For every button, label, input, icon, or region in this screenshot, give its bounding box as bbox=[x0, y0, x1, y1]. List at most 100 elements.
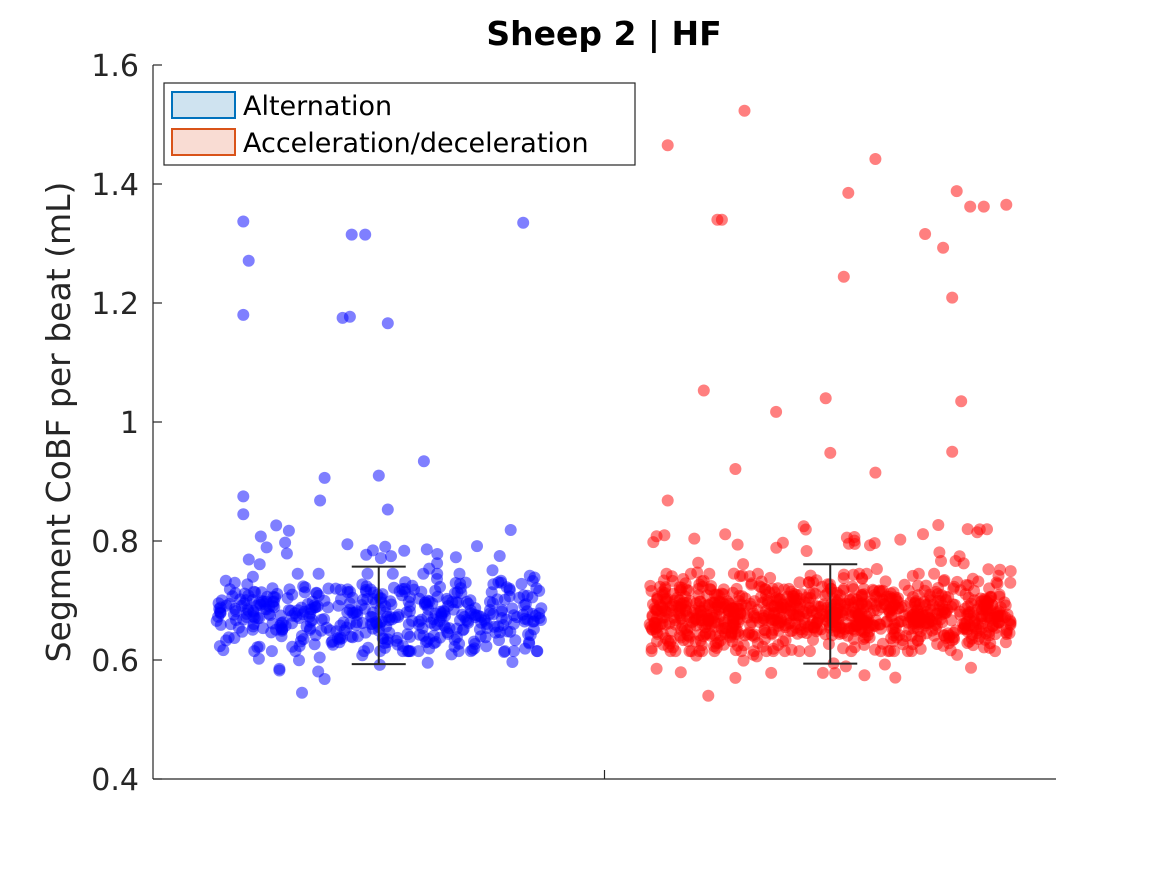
data-point bbox=[803, 645, 816, 658]
data-point bbox=[293, 640, 306, 652]
data-point bbox=[361, 567, 374, 580]
legend: Alternation Acceleration/deceleration bbox=[163, 82, 636, 166]
legend-box bbox=[163, 82, 636, 166]
data-point bbox=[914, 625, 927, 638]
data-point bbox=[495, 576, 508, 589]
data-point bbox=[793, 576, 806, 589]
data-point bbox=[718, 615, 731, 628]
data-point bbox=[965, 661, 977, 674]
data-point bbox=[381, 317, 394, 330]
data-point bbox=[313, 651, 326, 664]
data-point bbox=[761, 594, 774, 607]
data-point bbox=[283, 583, 296, 596]
data-point bbox=[837, 642, 850, 655]
data-point bbox=[486, 597, 499, 610]
data-point bbox=[715, 213, 728, 226]
data-point bbox=[511, 611, 523, 624]
data-points bbox=[210, 104, 1017, 702]
data-point bbox=[771, 582, 784, 595]
data-point bbox=[774, 612, 787, 625]
data-point bbox=[994, 609, 1007, 622]
data-point bbox=[732, 602, 745, 615]
axes: 0.4 0.6 0.8 1 1.2 1.4 1.6 bbox=[91, 49, 1056, 798]
data-point bbox=[889, 671, 902, 684]
data-point bbox=[858, 669, 871, 682]
data-point bbox=[314, 494, 327, 507]
data-point bbox=[697, 384, 710, 397]
data-point bbox=[729, 463, 742, 475]
data-point bbox=[964, 200, 977, 213]
data-point bbox=[401, 628, 414, 641]
data-point bbox=[280, 547, 293, 560]
data-point bbox=[789, 617, 802, 630]
data-point bbox=[381, 636, 394, 649]
data-point bbox=[710, 641, 723, 654]
data-point bbox=[693, 578, 706, 591]
data-point bbox=[318, 673, 331, 685]
data-point bbox=[257, 622, 269, 635]
data-point bbox=[485, 586, 498, 599]
data-point bbox=[964, 606, 977, 618]
data-point bbox=[727, 567, 740, 580]
data-point bbox=[951, 648, 964, 661]
data-point bbox=[282, 524, 295, 537]
data-point bbox=[848, 596, 861, 609]
data-point bbox=[744, 597, 757, 610]
data-point bbox=[838, 623, 851, 635]
data-point bbox=[293, 654, 305, 667]
data-point bbox=[803, 587, 816, 600]
data-point bbox=[936, 605, 949, 618]
data-point bbox=[873, 585, 886, 598]
data-point bbox=[810, 574, 823, 587]
data-point bbox=[264, 609, 276, 622]
data-point bbox=[227, 608, 240, 621]
data-point bbox=[366, 544, 379, 557]
data-point bbox=[400, 606, 413, 619]
data-point bbox=[431, 590, 444, 603]
data-point bbox=[889, 622, 902, 634]
y-tick-label: 0.8 bbox=[91, 525, 139, 560]
data-point bbox=[748, 611, 761, 624]
legend-label: Alternation bbox=[243, 91, 392, 122]
data-point bbox=[495, 605, 508, 618]
data-point bbox=[252, 652, 265, 665]
data-point bbox=[242, 553, 255, 566]
data-point bbox=[504, 524, 517, 536]
data-point bbox=[765, 666, 778, 679]
data-point bbox=[847, 568, 860, 581]
data-point bbox=[869, 466, 882, 479]
data-point bbox=[703, 567, 716, 580]
data-point bbox=[345, 228, 358, 241]
data-point bbox=[1004, 617, 1017, 630]
data-point bbox=[682, 635, 695, 647]
data-point bbox=[645, 645, 658, 658]
data-point bbox=[1004, 576, 1017, 589]
data-point bbox=[973, 523, 986, 536]
data-point bbox=[691, 566, 704, 579]
data-point bbox=[889, 591, 902, 604]
data-point bbox=[469, 637, 482, 650]
data-point bbox=[228, 576, 241, 589]
data-point bbox=[803, 601, 816, 614]
data-point bbox=[937, 241, 950, 254]
data-point bbox=[695, 639, 708, 652]
data-point bbox=[356, 578, 369, 591]
data-point bbox=[428, 619, 441, 632]
data-point bbox=[968, 594, 981, 607]
data-point bbox=[224, 618, 237, 631]
data-point bbox=[308, 638, 321, 651]
y-tick-label: 1.2 bbox=[91, 287, 139, 322]
data-point bbox=[260, 541, 273, 554]
data-point bbox=[836, 606, 848, 618]
data-point bbox=[420, 543, 433, 556]
data-point bbox=[266, 582, 279, 595]
data-point bbox=[692, 556, 705, 569]
data-point bbox=[748, 628, 761, 641]
data-point bbox=[675, 581, 688, 594]
data-point bbox=[909, 595, 922, 608]
data-point bbox=[993, 590, 1006, 603]
data-point bbox=[212, 610, 225, 623]
data-point bbox=[901, 645, 914, 658]
legend-label: Acceleration/deceleration bbox=[243, 128, 589, 159]
data-point bbox=[503, 582, 516, 595]
